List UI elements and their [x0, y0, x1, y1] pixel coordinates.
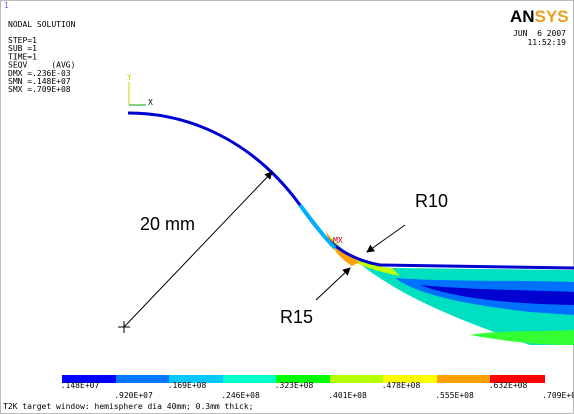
model — [127, 111, 574, 345]
r15-arrow — [315, 267, 351, 301]
info-line: SMN =.148E+07 — [8, 77, 71, 86]
date: JUN 6 2007 — [513, 29, 566, 38]
contour-band — [298, 203, 337, 250]
info-line: TIME=1 — [8, 52, 37, 61]
contour-band — [325, 230, 360, 266]
logo-part: AN — [510, 7, 535, 26]
legend-label: .478E+08 — [382, 381, 421, 390]
legend-swatch — [223, 375, 276, 383]
legend-label: .555E+08 — [435, 391, 474, 400]
legend-label: .148E+07 — [61, 381, 100, 390]
caption: T2K target window: hemisphere dia 40mm; … — [3, 402, 253, 411]
legend-label: .323E+08 — [275, 381, 314, 390]
legend-label: .632E+08 — [489, 381, 528, 390]
contour-band — [420, 285, 574, 305]
shell-edge — [127, 111, 574, 270]
plot-title: NODAL SOLUTION — [8, 20, 76, 29]
contour-band — [470, 330, 574, 345]
legend-bar — [62, 375, 545, 383]
info-line: SUB =1 — [8, 44, 37, 53]
legend-swatch — [169, 375, 223, 383]
axis-x-label: X — [148, 98, 153, 107]
r15-label: R15 — [280, 307, 313, 327]
logo-part: SYS — [535, 7, 569, 26]
legend-label: .709E+08 — [542, 391, 574, 400]
max-marker: MX — [333, 236, 343, 245]
legend-labels: .148E+07 .920E+07 .169E+08 .246E+08 .323E+08… — [61, 381, 574, 400]
legend-label: .401E+08 — [328, 391, 367, 400]
legend-swatch — [437, 375, 490, 383]
legend-swatch — [490, 375, 545, 383]
r10-arrow — [366, 224, 406, 253]
logo: ANSYS — [510, 7, 569, 26]
axis-y-label: Y — [127, 73, 132, 82]
legend-swatch — [383, 375, 437, 383]
legend-swatch — [116, 375, 169, 383]
legend-swatch — [62, 375, 116, 383]
r10-label: R10 — [415, 191, 448, 211]
time: 11:52:19 — [527, 38, 566, 47]
legend-label: .169E+08 — [168, 381, 207, 390]
legend-swatch — [330, 375, 383, 383]
info-line: DMX =.236E-03 — [8, 69, 71, 78]
info-line: SMX =.709E+08 — [8, 85, 71, 94]
window-number: 1 — [4, 1, 9, 10]
legend-label: .246E+08 — [221, 391, 260, 400]
info-line: SEQV (AVG) — [8, 61, 75, 70]
legend-swatch — [276, 375, 330, 383]
radius-arrow — [123, 171, 273, 328]
info-line: STEP=1 — [8, 36, 37, 45]
radius-label: 20 mm — [140, 214, 195, 234]
legend-label: .920E+07 — [114, 391, 153, 400]
